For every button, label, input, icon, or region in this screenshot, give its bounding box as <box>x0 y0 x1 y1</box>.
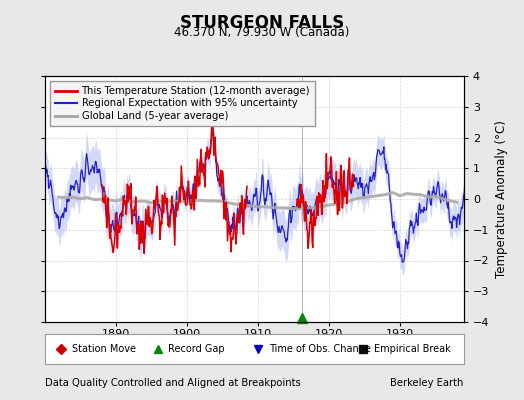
Y-axis label: Temperature Anomaly (°C): Temperature Anomaly (°C) <box>495 120 508 278</box>
Text: Time of Obs. Change: Time of Obs. Change <box>269 344 370 354</box>
Text: Data Quality Controlled and Aligned at Breakpoints: Data Quality Controlled and Aligned at B… <box>45 378 300 388</box>
Text: Empirical Break: Empirical Break <box>374 344 450 354</box>
Text: Record Gap: Record Gap <box>168 344 225 354</box>
Legend: This Temperature Station (12-month average), Regional Expectation with 95% uncer: This Temperature Station (12-month avera… <box>50 81 315 126</box>
Text: STURGEON FALLS: STURGEON FALLS <box>180 14 344 32</box>
Text: 46.370 N, 79.930 W (Canada): 46.370 N, 79.930 W (Canada) <box>174 26 350 39</box>
Text: Berkeley Earth: Berkeley Earth <box>390 378 464 388</box>
Text: Station Move: Station Move <box>72 344 136 354</box>
